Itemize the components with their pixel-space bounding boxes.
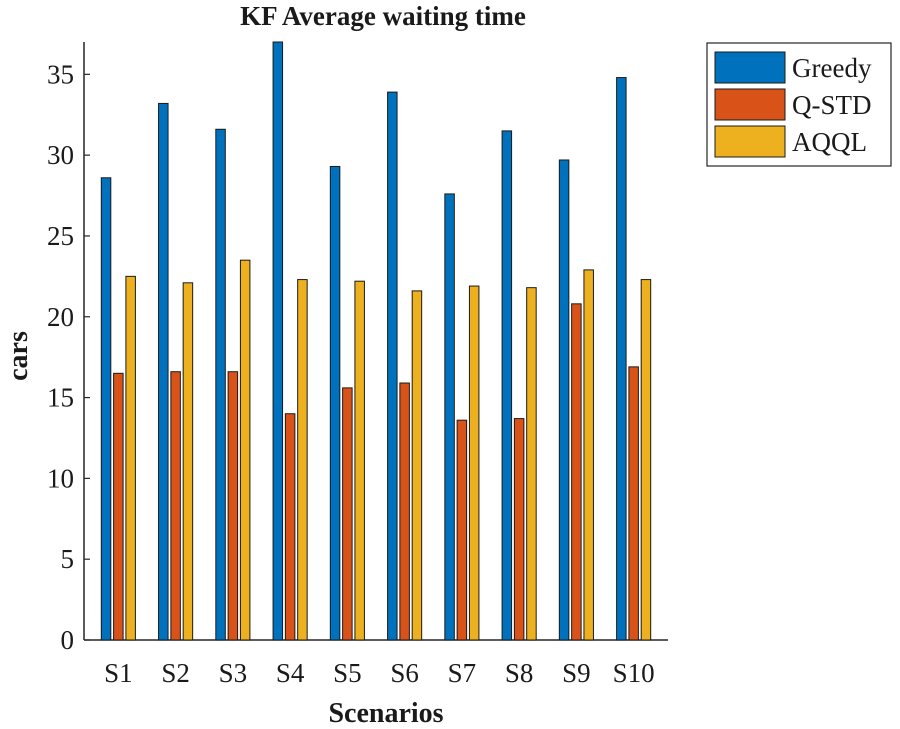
legend-label-aqql: AQQL <box>792 127 867 157</box>
bar-greedy-s6 <box>387 91 398 641</box>
y-tick-label: 25 <box>47 221 74 251</box>
bar-aqql-s5 <box>354 280 365 641</box>
bar-aqql-s8 <box>526 287 537 641</box>
legend-swatch-aqql <box>714 125 786 158</box>
bar-greedy-s3 <box>215 128 226 641</box>
legend-swatch-greedy <box>714 51 786 84</box>
bar-q-std-s7 <box>456 419 468 641</box>
bar-aqql-s7 <box>468 285 480 641</box>
x-axis-label: Scenarios <box>328 698 443 729</box>
y-tick-label: 10 <box>47 463 74 493</box>
x-tick-label: S10 <box>613 658 655 688</box>
bar-aqql-s4 <box>297 279 308 641</box>
bar-aqql-s3 <box>239 259 251 641</box>
legend-label-q-std: Q-STD <box>792 90 872 120</box>
legend-label-greedy: Greedy <box>792 53 872 83</box>
bar-aqql-s9 <box>583 269 594 641</box>
legend: Greedy Q-STD AQQL <box>706 42 892 167</box>
y-tick-label: 5 <box>61 544 75 574</box>
bar-aqql-s1 <box>125 275 136 641</box>
bar-greedy-s9 <box>558 159 570 641</box>
bar-q-std-s3 <box>227 371 239 641</box>
chart-title: KF Average waiting time <box>240 1 526 31</box>
x-tick-label: S5 <box>333 658 362 688</box>
y-tick-label: 20 <box>47 302 74 332</box>
x-tick-label: S7 <box>448 658 477 688</box>
bar-aqql-s6 <box>411 290 423 641</box>
plot-area: 0 5 10 15 20 25 30 35 S1 S2 S3 S4 S5 S6 S7 S8 S9 S10 <box>47 41 668 688</box>
y-tick-label: 30 <box>47 140 74 170</box>
bar-q-std-s5 <box>342 387 353 641</box>
y-axis-label: cars <box>3 331 34 381</box>
bar-greedy-s5 <box>329 165 341 641</box>
bar-q-std-s2 <box>170 371 181 641</box>
bar-q-std-s4 <box>284 413 296 641</box>
x-tick-label: S6 <box>390 658 419 688</box>
bar-q-std-s10 <box>628 366 639 641</box>
bar-greedy-s8 <box>501 130 513 641</box>
x-tick-label: S2 <box>161 658 190 688</box>
bar-greedy-s4 <box>272 41 284 641</box>
bar-aqql-s2 <box>182 282 194 641</box>
bar-greedy-s10 <box>616 77 627 641</box>
x-tick-label: S1 <box>104 658 133 688</box>
x-tick-label: S8 <box>505 658 534 688</box>
y-tick-label: 15 <box>47 383 74 413</box>
x-tick-label: S9 <box>562 658 591 688</box>
x-tick-label: S3 <box>219 658 248 688</box>
y-tick-label: 0 <box>61 625 75 655</box>
bar-greedy-s1 <box>100 177 112 641</box>
bar-greedy-s2 <box>158 102 169 641</box>
bar-q-std-s6 <box>399 382 410 641</box>
bar-q-std-s8 <box>513 418 525 641</box>
x-tick-label: S4 <box>276 658 305 688</box>
y-tick-label: 35 <box>47 59 74 89</box>
legend-swatch-q-std <box>714 88 786 121</box>
bar-greedy-s7 <box>444 193 455 641</box>
bar-aqql-s10 <box>640 279 652 641</box>
bar-q-std-s1 <box>113 372 124 641</box>
bar-q-std-s9 <box>571 303 582 641</box>
